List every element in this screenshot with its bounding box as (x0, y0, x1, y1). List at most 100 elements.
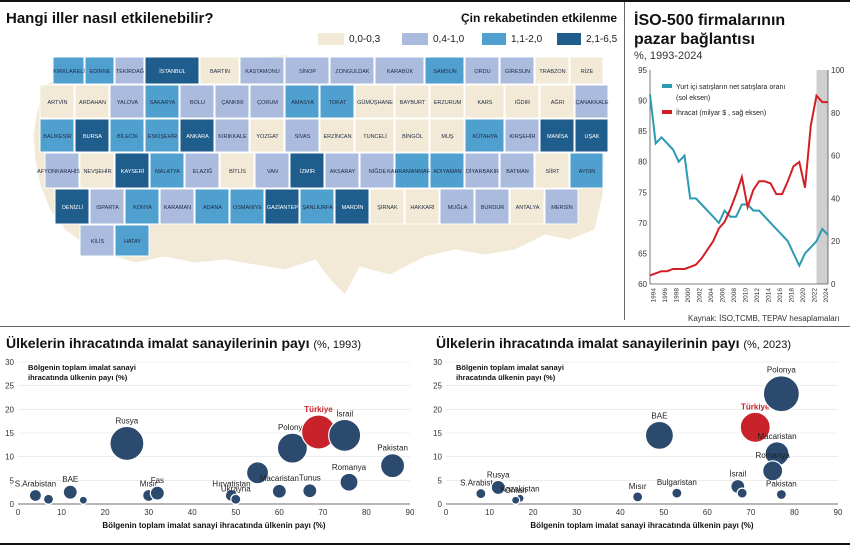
province-label: ADIYAMAN (433, 169, 461, 175)
province-shape (499, 152, 535, 189)
province-muş: MUŞ (429, 118, 465, 153)
province-label: ÇANKIRI (221, 100, 244, 106)
bubble-mark (775, 488, 787, 501)
province-adiyaman: ADIYAMAN (429, 152, 465, 189)
province-label: ÇANAKKALE (575, 100, 608, 106)
province-shape (109, 118, 145, 153)
province-label: KÜTAHYA (472, 133, 497, 140)
province-shape (464, 118, 505, 153)
province-label: RİZE (581, 68, 594, 75)
province-ağri: AĞRI (539, 84, 575, 119)
province-label: AYDIN (579, 169, 595, 175)
y-tick-label: 30 (5, 358, 14, 367)
x-tick-label: 10 (57, 508, 66, 517)
province-shape (54, 188, 90, 225)
province-şanliurfa: ŞANLIURFA (299, 188, 335, 225)
province-shape (394, 152, 430, 189)
bubble-unlabeled (42, 493, 55, 505)
province-tokat: TOKAT (319, 84, 355, 119)
province-shape (354, 118, 395, 153)
iso-subtitle: %, 1993-2024 (634, 50, 703, 62)
bubble-label: Kazakistan (500, 484, 539, 493)
bubble-mark (230, 493, 242, 505)
y-tick-label: 0 (438, 500, 443, 509)
province-shape (114, 152, 150, 189)
province-shape (439, 188, 475, 225)
bubble-s-arabistan: S.Arabistan (15, 479, 56, 503)
x-tick-label: 40 (188, 508, 197, 517)
province-shape (79, 152, 115, 189)
bubble-label: Türkiye (741, 402, 770, 411)
province-iğdir: IĞDIR (504, 84, 540, 119)
province-label: AFYONKARAHİSAR (37, 168, 88, 175)
x-tick-label: 0 (16, 508, 21, 517)
province-label: KIRKLARELİ (53, 68, 85, 75)
bubble-mark (379, 453, 406, 479)
province-shape (394, 118, 430, 153)
turkey-province-map: KIRKLARELİ EDİRNE TEKİRDAĞ İSTANBUL BARTIN KA… (32, 54, 609, 296)
bubble-tunus: Tunus (299, 474, 321, 499)
province-shape (574, 84, 609, 119)
province-shape (499, 56, 535, 85)
exports-line (649, 93, 828, 277)
bubble-unlabeled (78, 495, 88, 505)
province-label: BARTIN (210, 69, 230, 75)
province-label: ERZURUM (434, 100, 462, 106)
x-tick-label: 2018 (789, 288, 796, 303)
province-shape (424, 56, 465, 85)
province-si-nop: SİNOP (284, 56, 330, 85)
province-label: SİVAS (295, 133, 311, 140)
province-i-stanbul: İSTANBUL (144, 56, 200, 85)
bubble-pakistan: Pakistan (377, 444, 408, 479)
bubble-mark (28, 488, 43, 503)
province-shape (319, 84, 355, 119)
province-deni-zli: DENİZLİ (54, 188, 90, 225)
right-tick-label: 20 (831, 237, 840, 246)
province-label: ARTVİN (47, 99, 67, 106)
legend-swatch (557, 33, 581, 45)
bubble-oman: Oman (505, 486, 527, 505)
left-tick-label: 95 (638, 66, 647, 75)
y-tick-label: 10 (5, 453, 14, 462)
province-edi-rne: EDİRNE (84, 56, 115, 85)
bubble-mark (762, 375, 800, 413)
bubble-label: Türkiye (304, 405, 333, 414)
province-label: BİNGÖL (402, 133, 423, 140)
x-tick-label: 90 (406, 508, 415, 517)
province-shape (284, 84, 320, 119)
province-shape (52, 56, 85, 85)
province-label: ŞANLIURFA (302, 205, 333, 211)
bubble-mark (302, 483, 318, 499)
right-tick-label: 60 (831, 152, 840, 161)
province-bayburt: BAYBURT (394, 84, 430, 119)
province-shape (299, 188, 335, 225)
x-tick-label: 1994 (651, 288, 658, 303)
x-tick-label: 2014 (766, 288, 773, 303)
province-afyonkarahi-sar: AFYONKARAHİSAR (37, 152, 88, 189)
province-shape (229, 188, 265, 225)
x-tick-label: 2024 (823, 288, 830, 303)
legend-swatch-domestic (662, 84, 672, 88)
province-shape (144, 56, 200, 85)
province-shape (184, 152, 220, 189)
x-tick-label: 80 (362, 508, 371, 517)
province-adana: ADANA (194, 188, 230, 225)
province-bi-ngöl: BİNGÖL (394, 118, 430, 153)
province-label: TOKAT (329, 100, 347, 106)
y-tick-label: 15 (5, 429, 14, 438)
bubble-rusya: Rusya (487, 470, 510, 496)
y-tick-label: 10 (433, 453, 442, 462)
province-shape (179, 118, 215, 153)
province-shape (44, 152, 80, 189)
province-label: MANİSA (547, 133, 568, 140)
province-shape (109, 84, 145, 119)
province-label: KAYSERİ (121, 168, 145, 175)
bubble-label: BAE (62, 475, 78, 484)
province-erzurum: ERZURUM (429, 84, 465, 119)
province-shape (149, 152, 185, 189)
province-teki-rdağ: TEKİRDAĞ (114, 56, 145, 85)
province-ardahan: ARDAHAN (74, 84, 110, 119)
province-şirnak: ŞIRNAK (369, 188, 405, 225)
bubble-label: Polonya (278, 423, 307, 432)
bubble-label: Macaristan (757, 432, 796, 441)
